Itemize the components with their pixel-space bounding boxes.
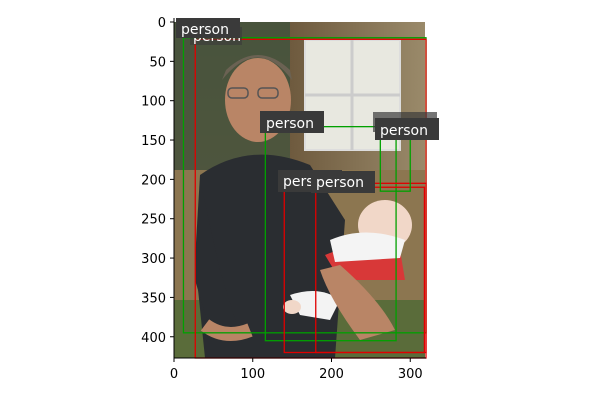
detection-labels: person person person person person perso… <box>176 18 439 193</box>
y-tick-label: 300 <box>141 252 166 267</box>
y-tick-label: 150 <box>141 134 166 149</box>
y-tick-label: 250 <box>141 213 166 228</box>
x-axis-ticks: 0 100 200 300 <box>170 358 423 382</box>
detection-label: person <box>311 171 375 193</box>
x-tick-label: 200 <box>319 367 344 382</box>
x-tick-label: 100 <box>240 367 265 382</box>
y-tick-label: 350 <box>141 291 166 306</box>
x-tick-label: 300 <box>398 367 423 382</box>
detection-label-text: person <box>181 22 229 38</box>
detection-label-text: person <box>380 123 428 139</box>
x-tick-label: 0 <box>170 367 178 382</box>
y-tick-label: 200 <box>141 173 166 188</box>
y-tick-label: 100 <box>141 95 166 110</box>
detection-label-text: person <box>266 116 314 132</box>
detection-label-text: person <box>316 175 364 191</box>
y-axis-ticks: 0 50 100 150 200 250 300 350 400 <box>141 16 174 346</box>
y-tick-label: 400 <box>141 331 166 346</box>
detection-box <box>264 126 397 342</box>
detection-label: person <box>375 118 439 140</box>
axes <box>173 18 426 359</box>
y-tick-label: 0 <box>158 16 166 31</box>
detection-label: person <box>176 18 240 38</box>
detection-label: person <box>260 111 324 133</box>
y-tick-label: 50 <box>149 55 166 70</box>
